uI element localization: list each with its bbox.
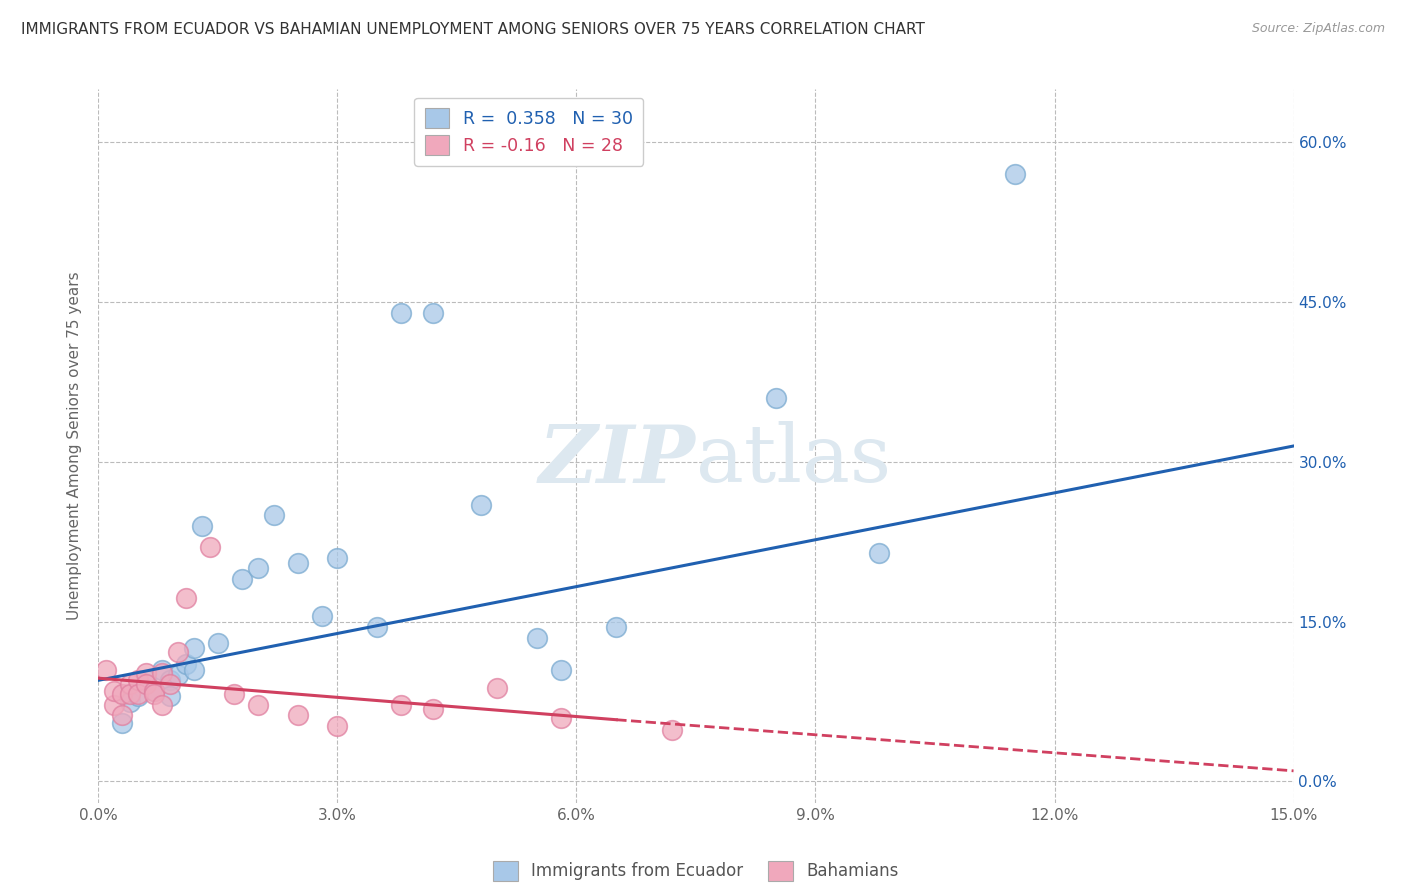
Point xyxy=(127,687,149,701)
Point xyxy=(222,687,245,701)
Point xyxy=(765,391,787,405)
Point xyxy=(246,698,269,712)
Point xyxy=(111,687,134,701)
Point xyxy=(422,306,444,320)
Point xyxy=(120,687,142,701)
Point xyxy=(389,306,412,320)
Point xyxy=(661,723,683,738)
Point xyxy=(231,572,253,586)
Point xyxy=(389,698,412,712)
Point xyxy=(326,719,349,733)
Point xyxy=(326,550,349,565)
Point xyxy=(127,690,149,704)
Point xyxy=(868,545,890,559)
Point xyxy=(167,644,190,658)
Point xyxy=(167,668,190,682)
Point xyxy=(191,519,214,533)
Point xyxy=(550,663,572,677)
Text: atlas: atlas xyxy=(696,421,891,500)
Point xyxy=(287,708,309,723)
Point xyxy=(605,620,627,634)
Point xyxy=(143,687,166,701)
Point xyxy=(207,636,229,650)
Y-axis label: Unemployment Among Seniors over 75 years: Unemployment Among Seniors over 75 years xyxy=(67,272,83,620)
Point xyxy=(183,641,205,656)
Point xyxy=(120,676,142,690)
Point xyxy=(111,708,134,723)
Point xyxy=(526,631,548,645)
Point xyxy=(263,508,285,523)
Point xyxy=(150,698,173,712)
Point xyxy=(111,715,134,730)
Point xyxy=(103,698,125,712)
Point xyxy=(550,710,572,724)
Point xyxy=(366,620,388,634)
Point xyxy=(120,695,142,709)
Point xyxy=(143,684,166,698)
Point xyxy=(485,681,508,695)
Point xyxy=(198,540,221,554)
Point xyxy=(135,665,157,680)
Point xyxy=(470,498,492,512)
Point xyxy=(174,657,197,672)
Point xyxy=(150,663,173,677)
Point xyxy=(159,676,181,690)
Point xyxy=(159,673,181,688)
Point xyxy=(246,561,269,575)
Point xyxy=(127,673,149,688)
Point xyxy=(183,663,205,677)
Point xyxy=(96,663,118,677)
Legend: Immigrants from Ecuador, Bahamians: Immigrants from Ecuador, Bahamians xyxy=(486,855,905,888)
Point xyxy=(422,702,444,716)
Point xyxy=(103,684,125,698)
Point xyxy=(135,676,157,690)
Text: Source: ZipAtlas.com: Source: ZipAtlas.com xyxy=(1251,22,1385,36)
Point xyxy=(150,665,173,680)
Text: ZIP: ZIP xyxy=(538,422,696,499)
Point xyxy=(159,690,181,704)
Point xyxy=(311,609,333,624)
Point xyxy=(143,684,166,698)
Point xyxy=(1004,168,1026,182)
Text: IMMIGRANTS FROM ECUADOR VS BAHAMIAN UNEMPLOYMENT AMONG SENIORS OVER 75 YEARS COR: IMMIGRANTS FROM ECUADOR VS BAHAMIAN UNEM… xyxy=(21,22,925,37)
Point xyxy=(287,556,309,570)
Point xyxy=(174,591,197,606)
Point xyxy=(135,673,157,688)
